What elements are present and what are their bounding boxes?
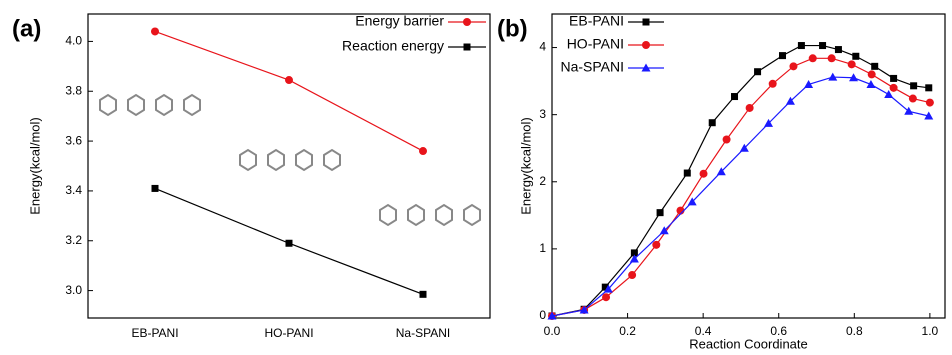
data-point	[809, 54, 817, 62]
legend-marker	[463, 18, 471, 26]
y-tick-label: 4.0	[65, 34, 82, 48]
molecule-illustration	[100, 95, 480, 225]
data-point	[909, 95, 917, 103]
x-tick-label: 0.2	[619, 324, 636, 338]
data-point	[910, 82, 917, 89]
data-point	[151, 27, 159, 35]
series-line	[552, 58, 930, 316]
legend-label: Energy barrier	[355, 13, 444, 29]
data-point	[789, 62, 797, 70]
data-point	[890, 84, 898, 92]
y-tick-label: 1	[539, 241, 546, 255]
data-point	[819, 42, 826, 49]
data-point	[700, 170, 708, 178]
data-point	[657, 209, 664, 216]
panel-label: (a)	[12, 15, 41, 42]
figure: (a) Energy(kcal/mol) 3.0 3.2 3.4 3.6 3.8 4.0 EB-…	[0, 0, 952, 355]
x-tick-label: 0.8	[846, 324, 863, 338]
plot-frame	[88, 14, 490, 318]
data-point	[769, 80, 777, 88]
data-point	[723, 135, 731, 143]
data-point	[925, 84, 932, 91]
series-line	[552, 77, 929, 316]
data-point	[419, 147, 427, 155]
data-point	[835, 46, 842, 53]
data-point	[852, 53, 859, 60]
x-tick-label: Na-SPANI	[396, 326, 450, 340]
data-point	[926, 99, 934, 107]
data-point	[828, 54, 836, 62]
legend-label: EB-PANI	[569, 13, 624, 29]
legend-marker	[643, 19, 650, 26]
data-point	[652, 241, 660, 249]
data-point	[684, 170, 691, 177]
x-tick-label: 1.0	[922, 324, 939, 338]
y-tick-label: 3.2	[65, 233, 82, 247]
data-point	[868, 70, 876, 78]
y-tick-label: 0	[539, 308, 546, 322]
data-point	[871, 63, 878, 70]
panel-label: (b)	[497, 15, 528, 42]
legend-label: Na-SPANI	[560, 59, 624, 75]
x-tick-label: 0.6	[770, 324, 787, 338]
y-tick-label: 3.4	[65, 183, 82, 197]
x-tick-label: EB-PANI	[131, 326, 178, 340]
y-tick-label: 2	[539, 174, 546, 188]
y-axis-title: Energy(kcal/mol)	[518, 117, 533, 215]
data-point	[798, 42, 805, 49]
data-point	[709, 119, 716, 126]
x-tick-label: 0.4	[695, 324, 712, 338]
legend-marker	[642, 41, 650, 49]
y-tick-label: 4	[539, 40, 546, 54]
y-tick-label: 3.0	[65, 283, 82, 297]
x-tick-label: 0.0	[544, 324, 561, 338]
data-point	[754, 68, 761, 75]
x-tick-label: HO-PANI	[264, 326, 313, 340]
data-point	[286, 240, 293, 247]
data-point	[779, 52, 786, 59]
legend-marker	[464, 44, 471, 51]
data-point	[866, 80, 875, 88]
x-axis-title: Reaction Coordinate	[689, 336, 808, 351]
data-point	[420, 291, 427, 298]
data-point	[628, 271, 636, 279]
legend-label: Reaction energy	[342, 38, 444, 54]
y-tick-label: 3	[539, 107, 546, 121]
y-axis-title: Energy(kcal/mol)	[27, 117, 42, 215]
data-point	[848, 60, 856, 68]
data-point	[285, 76, 293, 84]
y-tick-label: 3.8	[65, 83, 82, 97]
data-point	[746, 104, 754, 112]
page: {"chart_data": [ {"type": "line", "label…	[0, 0, 952, 355]
y-tick-label: 3.6	[65, 133, 82, 147]
legend-label: HO-PANI	[567, 36, 624, 52]
data-point	[152, 185, 159, 192]
data-point	[602, 293, 610, 301]
data-point	[828, 73, 837, 81]
data-point	[731, 93, 738, 100]
data-point	[890, 75, 897, 82]
